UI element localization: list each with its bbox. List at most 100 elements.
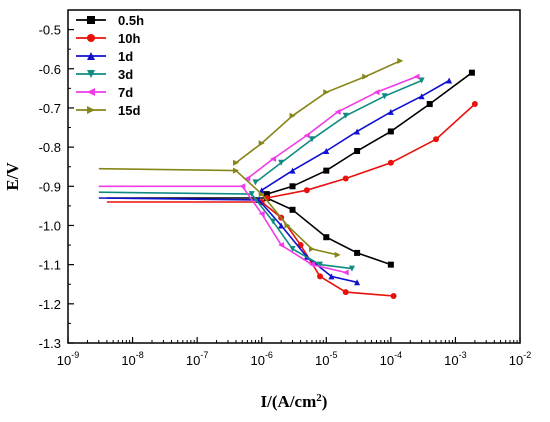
data-point — [323, 234, 330, 241]
data-point — [258, 140, 265, 147]
x-tick-label: 10-3 — [444, 350, 466, 368]
series-line — [98, 191, 252, 195]
data-point — [323, 89, 330, 96]
series-line — [266, 103, 476, 199]
legend-item: 0.5h — [76, 13, 144, 28]
legend-label: 3d — [118, 67, 133, 82]
data-point — [373, 89, 380, 96]
data-point — [308, 261, 315, 268]
data-point — [270, 218, 277, 225]
data-point — [278, 159, 285, 166]
data-point — [471, 101, 478, 108]
data-point — [432, 136, 439, 143]
data-point — [468, 69, 475, 76]
data-point — [303, 132, 310, 139]
y-axis: -0.5 -0.6 -0.7 -0.8 -0.9 -1.0 -1.1 -1.2 -1.3 — [39, 23, 74, 351]
legend-marker — [87, 34, 95, 42]
data-point — [397, 57, 404, 64]
data-point — [244, 175, 251, 182]
data-point — [263, 191, 270, 198]
data-point — [354, 128, 361, 135]
legend-label: 1d — [118, 49, 133, 64]
data-point — [354, 279, 361, 286]
series-2 — [98, 77, 453, 286]
data-point — [258, 210, 265, 217]
data-point — [252, 179, 259, 186]
legend-item: 1d — [76, 49, 133, 64]
data-point — [334, 108, 341, 115]
y-tick-label: -1.1 — [39, 258, 61, 273]
data-point — [387, 261, 394, 268]
series-3 — [98, 77, 425, 272]
data-point — [342, 175, 349, 182]
data-point — [289, 112, 296, 119]
x-tick-label: 10-7 — [186, 350, 208, 368]
data-point — [426, 101, 433, 108]
data-point — [308, 136, 315, 143]
data-point — [323, 167, 330, 174]
x-tick-label: 10-2 — [509, 350, 531, 368]
data-point — [278, 222, 285, 229]
y-axis-title: E/V — [3, 162, 22, 191]
legend-item: 7d — [76, 85, 133, 100]
legend-item: 15d — [76, 103, 140, 118]
x-tick-label: 10-6 — [250, 350, 272, 368]
data-point — [334, 251, 341, 258]
plot-frame — [67, 9, 521, 344]
data-point — [289, 206, 296, 213]
legend: 0.5h 10h 1d 3d 7d 15d — [76, 13, 144, 118]
series-line — [98, 167, 237, 172]
x-tick-label: 10-4 — [380, 350, 402, 368]
legend-label: 10h — [118, 31, 140, 46]
y-tick-label: -1.0 — [39, 218, 61, 233]
data-point — [328, 273, 335, 280]
data-point — [239, 183, 246, 190]
data-point — [418, 77, 425, 84]
data-point — [354, 148, 361, 155]
x-axis: 10-9 10-8 10-7 10-6 10-5 10-4 10-3 10-2 — [57, 337, 531, 368]
legend-item: 3d — [76, 67, 133, 82]
data-point — [270, 155, 277, 162]
x-axis-title: I/(A/cm2) — [261, 392, 328, 411]
legend-marker — [87, 52, 95, 60]
y-tick-label: -1.3 — [39, 336, 61, 351]
data-point — [354, 249, 361, 256]
data-point — [317, 261, 324, 268]
legend-marker — [87, 88, 95, 96]
y-tick-label: -0.8 — [39, 140, 61, 155]
data-point — [362, 73, 369, 80]
data-point — [284, 222, 291, 229]
series-line — [246, 75, 417, 180]
series-line — [255, 79, 423, 184]
data-point — [289, 245, 296, 252]
legend-label: 15d — [118, 103, 140, 118]
series-4 — [98, 73, 420, 276]
legend-label: 0.5h — [118, 13, 144, 28]
series-line — [235, 60, 401, 164]
data-point — [289, 183, 296, 190]
legend-marker — [87, 70, 95, 78]
data-point — [387, 159, 394, 166]
data-point — [342, 112, 349, 119]
data-point — [233, 167, 240, 174]
data-point — [248, 191, 255, 198]
y-tick-label: -1.2 — [39, 297, 61, 312]
x-tick-label: 10-8 — [121, 350, 143, 368]
data-point — [387, 128, 394, 135]
x-tick-label: 10-9 — [57, 350, 79, 368]
plot-layer — [98, 57, 478, 299]
data-point — [317, 273, 324, 280]
data-point — [342, 289, 349, 296]
legend-item: 10h — [76, 31, 140, 46]
data-point — [308, 245, 315, 252]
data-point — [348, 265, 355, 272]
data-point — [390, 292, 397, 299]
series-5 — [98, 57, 404, 258]
data-point — [387, 108, 394, 115]
legend-marker — [87, 16, 95, 24]
data-point — [446, 77, 453, 84]
y-tick-label: -0.6 — [39, 62, 61, 77]
legend-label: 7d — [118, 85, 133, 100]
data-point — [258, 191, 265, 198]
